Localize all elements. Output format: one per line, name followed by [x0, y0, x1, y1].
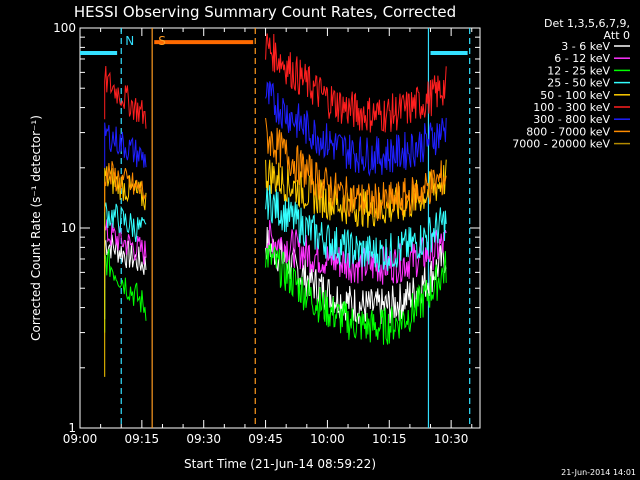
series-line-pass2	[265, 243, 447, 345]
legend-header-1: Det 1,3,5,6,7,9,	[544, 17, 630, 30]
series-7	[104, 117, 447, 221]
series-line-pass1	[104, 202, 147, 259]
x-tick-label: 09:30	[186, 432, 221, 446]
footer-date: 21-Jun-2014 14:01	[561, 468, 636, 477]
series-line-pass2	[265, 220, 447, 285]
y-tick-label: 100	[53, 21, 76, 35]
series-line-pass1	[104, 166, 147, 377]
legend-label: 50 - 100 keV	[540, 89, 610, 102]
x-tick-label: 10:00	[310, 432, 345, 446]
plot-frame: 09:00 09:15 09:30 09:45 10:00 10:15 10:30 1 10 10…	[53, 21, 481, 446]
series-2	[104, 243, 447, 345]
series-line-pass2	[265, 117, 447, 221]
legend-header-2: Att 0	[604, 29, 630, 42]
series-group	[104, 33, 447, 377]
x-axis-label: Start Time (21-Jun-14 08:59:22)	[184, 457, 376, 471]
series-line-pass1	[104, 248, 147, 333]
legend-label: 25 - 50 keV	[547, 77, 610, 90]
x-tick-label: 09:15	[125, 432, 160, 446]
marker-label: N	[125, 34, 134, 48]
x-tick-label: 10:30	[434, 432, 469, 446]
series-3	[104, 180, 447, 273]
y-axis-label: Corrected Count Rate (s⁻¹ detector⁻¹)	[29, 115, 43, 341]
x-tick-label: 10:15	[372, 432, 407, 446]
series-line-pass2	[265, 33, 447, 133]
legend-label: 7000 - 20000 keV	[512, 138, 610, 151]
series-line-pass2	[265, 180, 447, 273]
series-1	[104, 219, 447, 289]
series-line-pass1	[104, 234, 147, 320]
y-tick-label: 10	[61, 221, 76, 235]
legend-label: 12 - 25 keV	[547, 64, 610, 77]
legend-label: 100 - 300 keV	[533, 101, 610, 114]
series-line-pass1	[104, 161, 147, 213]
legend-label: 800 - 7000 keV	[526, 125, 610, 138]
legend-label: 3 - 6 keV	[561, 40, 610, 53]
chart-title: HESSI Observing Summary Count Rates, Cor…	[74, 3, 456, 21]
series-5	[104, 33, 447, 133]
y-tick-label: 1	[68, 421, 76, 435]
legend-label: 6 - 12 keV	[554, 52, 610, 65]
series-0	[104, 226, 447, 325]
legend-label: 300 - 800 keV	[533, 113, 610, 126]
marker-label: S	[158, 34, 166, 48]
series-line-pass2	[265, 81, 447, 177]
series-line-pass1	[104, 65, 147, 129]
series-line-pass1	[104, 219, 147, 289]
series-line-pass2	[265, 226, 447, 325]
x-tick-label: 09:00	[63, 432, 98, 446]
series-line-pass1	[104, 122, 147, 168]
series-6	[104, 81, 447, 177]
x-tick-label: 09:45	[248, 432, 283, 446]
